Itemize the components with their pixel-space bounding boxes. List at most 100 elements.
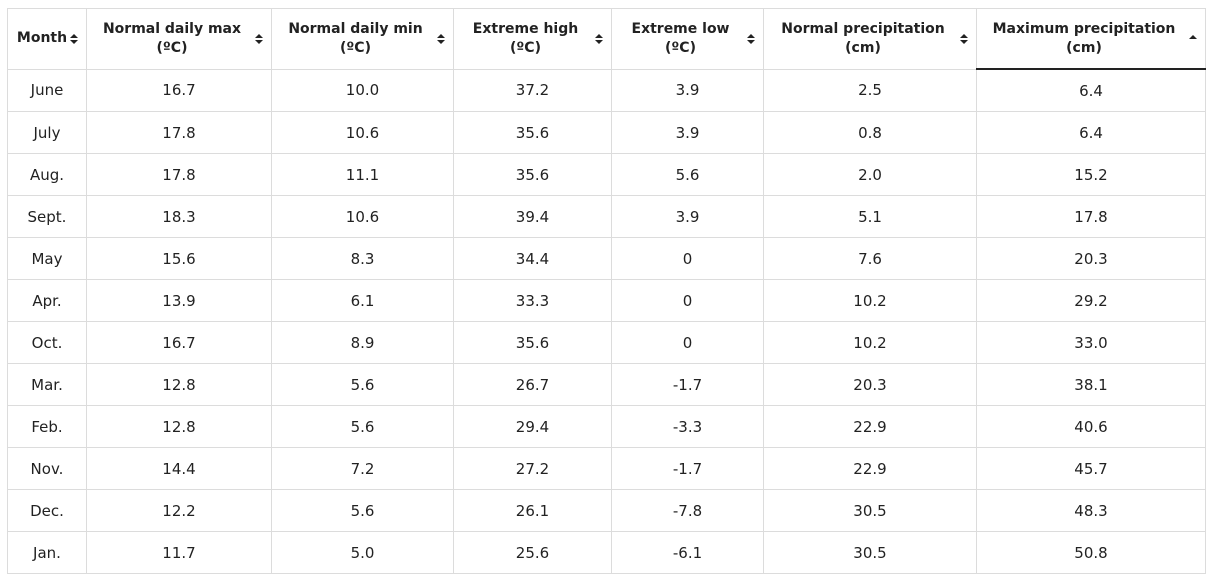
column-header-title: Normal daily min <box>288 20 423 37</box>
sort-both-icon <box>255 33 263 44</box>
table-cell-month: May <box>7 237 87 280</box>
table-cell-min: 7.2 <box>271 447 454 490</box>
column-header-xlow[interactable]: Extreme low (ºC) <box>611 8 764 70</box>
column-header-title: Maximum precipitation <box>992 20 1176 37</box>
table-cell-max: 12.8 <box>86 405 272 448</box>
sort-both-icon <box>595 33 603 44</box>
column-header-max[interactable]: Normal daily max (ºC) <box>86 8 272 70</box>
column-header-nprec[interactable]: Normal precipitation (cm) <box>763 8 977 70</box>
table-cell-mprec: 48.3 <box>976 489 1206 532</box>
table-cell-min: 10.0 <box>271 68 454 112</box>
column-header-label: Normal precipitation (cm) <box>764 20 976 58</box>
column-header-unit: (ºC) <box>510 39 541 56</box>
table-cell-mprec: 45.7 <box>976 447 1206 490</box>
column-header-label: Maximum precipitation (cm) <box>977 20 1205 58</box>
column-header-title: Normal precipitation <box>781 20 945 37</box>
column-header-month[interactable]: Month <box>7 8 87 70</box>
table-cell-mprec: 6.4 <box>976 111 1206 154</box>
table-cell-mprec: 38.1 <box>976 363 1206 406</box>
table-cell-mprec: 40.6 <box>976 405 1206 448</box>
table-cell-xhigh: 39.4 <box>453 195 612 238</box>
table-cell-min: 5.6 <box>271 489 454 532</box>
table-cell-month: Jan. <box>7 531 87 574</box>
table-cell-mprec: 20.3 <box>976 237 1206 280</box>
table-cell-mprec: 50.8 <box>976 531 1206 574</box>
table-cell-xhigh: 35.6 <box>453 153 612 196</box>
table-cell-nprec: 20.3 <box>763 363 977 406</box>
table-cell-month: June <box>7 68 87 112</box>
table-cell-mprec: 17.8 <box>976 195 1206 238</box>
table-cell-month: Sept. <box>7 195 87 238</box>
table-row: June 16.7 10.0 37.2 3.9 2.5 6.4 <box>7 68 1206 112</box>
column-header-mprec[interactable]: Maximum precipitation (cm) <box>976 8 1206 70</box>
table-cell-max: 15.6 <box>86 237 272 280</box>
table-cell-min: 5.6 <box>271 363 454 406</box>
column-header-title: Extreme low <box>631 20 730 37</box>
table-cell-nprec: 30.5 <box>763 531 977 574</box>
table-cell-min: 5.6 <box>271 405 454 448</box>
table-cell-min: 8.9 <box>271 321 454 364</box>
table-cell-xhigh: 26.7 <box>453 363 612 406</box>
sort-ascending-icon <box>1189 34 1197 39</box>
table-cell-mprec: 33.0 <box>976 321 1206 364</box>
climate-table: Month Normal daily max (ºC) Normal daily mi… <box>7 8 1206 574</box>
column-header-min[interactable]: Normal daily min (ºC) <box>271 8 454 70</box>
table-cell-nprec: 22.9 <box>763 447 977 490</box>
table-row: May 15.6 8.3 34.4 0 7.6 20.3 <box>7 237 1206 280</box>
table-row: Sept. 18.3 10.6 39.4 3.9 5.1 17.8 <box>7 195 1206 238</box>
column-header-unit: (ºC) <box>665 39 696 56</box>
table-cell-xlow: 5.6 <box>611 153 764 196</box>
table-row: Nov. 14.4 7.2 27.2 -1.7 22.9 45.7 <box>7 447 1206 490</box>
column-header-label: Extreme high (ºC) <box>454 20 611 58</box>
table-cell-xhigh: 37.2 <box>453 68 612 112</box>
table-cell-month: Feb. <box>7 405 87 448</box>
climate-table-container: Month Normal daily max (ºC) Normal daily mi… <box>7 8 1206 574</box>
table-cell-min: 11.1 <box>271 153 454 196</box>
column-header-label: Normal daily min (ºC) <box>272 20 453 58</box>
table-cell-xlow: 3.9 <box>611 111 764 154</box>
table-cell-max: 12.8 <box>86 363 272 406</box>
column-header-label: Month <box>8 29 86 48</box>
column-header-unit: (ºC) <box>156 39 188 56</box>
table-row: Aug. 17.8 11.1 35.6 5.6 2.0 15.2 <box>7 153 1206 196</box>
table-cell-xlow: -6.1 <box>611 531 764 574</box>
table-cell-max: 18.3 <box>86 195 272 238</box>
table-cell-mprec: 29.2 <box>976 279 1206 322</box>
table-cell-month: Oct. <box>7 321 87 364</box>
table-cell-nprec: 7.6 <box>763 237 977 280</box>
table-cell-nprec: 2.0 <box>763 153 977 196</box>
sort-both-icon <box>747 33 755 44</box>
column-header-xhigh[interactable]: Extreme high (ºC) <box>453 8 612 70</box>
table-cell-month: Dec. <box>7 489 87 532</box>
column-header-unit: (ºC) <box>340 39 371 56</box>
table-cell-max: 16.7 <box>86 321 272 364</box>
table-cell-max: 12.2 <box>86 489 272 532</box>
table-cell-xhigh: 29.4 <box>453 405 612 448</box>
table-cell-month: July <box>7 111 87 154</box>
column-header-label: Extreme low (ºC) <box>612 20 763 58</box>
column-header-unit: (cm) <box>1066 39 1102 56</box>
table-cell-xlow: -7.8 <box>611 489 764 532</box>
table-cell-nprec: 0.8 <box>763 111 977 154</box>
table-cell-month: Aug. <box>7 153 87 196</box>
table-cell-mprec: 15.2 <box>976 153 1206 196</box>
column-header-title: Extreme high <box>472 20 579 37</box>
table-row: Dec. 12.2 5.6 26.1 -7.8 30.5 48.3 <box>7 489 1206 532</box>
table-cell-xlow: -1.7 <box>611 363 764 406</box>
table-cell-nprec: 22.9 <box>763 405 977 448</box>
table-cell-xhigh: 33.3 <box>453 279 612 322</box>
table-cell-xlow: 0 <box>611 321 764 364</box>
table-cell-min: 6.1 <box>271 279 454 322</box>
table-cell-nprec: 30.5 <box>763 489 977 532</box>
table-cell-xhigh: 26.1 <box>453 489 612 532</box>
table-cell-xlow: 3.9 <box>611 68 764 112</box>
table-cell-month: Apr. <box>7 279 87 322</box>
table-cell-xlow: 0 <box>611 279 764 322</box>
table-cell-max: 11.7 <box>86 531 272 574</box>
table-cell-min: 10.6 <box>271 111 454 154</box>
table-cell-month: Nov. <box>7 447 87 490</box>
table-cell-max: 17.8 <box>86 111 272 154</box>
header-row: Month Normal daily max (ºC) Normal daily mi… <box>7 8 1206 70</box>
table-cell-xhigh: 35.6 <box>453 111 612 154</box>
table-row: Jan. 11.7 5.0 25.6 -6.1 30.5 50.8 <box>7 531 1206 574</box>
